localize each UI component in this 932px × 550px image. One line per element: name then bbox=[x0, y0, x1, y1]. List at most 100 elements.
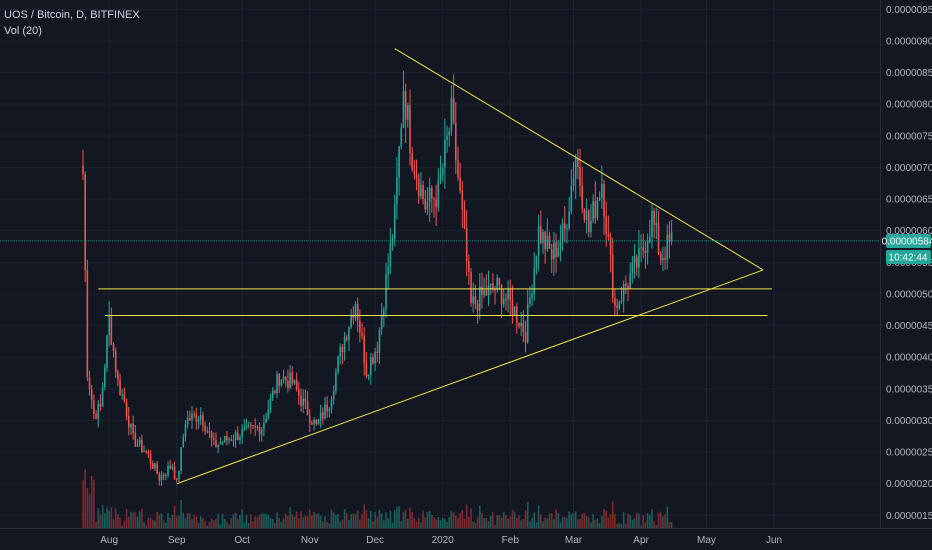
volume-bar bbox=[154, 520, 156, 528]
volume-bar bbox=[117, 514, 119, 528]
volume-bar bbox=[130, 511, 132, 528]
chart-title[interactable]: UOS / Bitcoin, D, BITFINEX bbox=[4, 9, 140, 21]
volume-bar bbox=[441, 517, 444, 528]
volume-bar bbox=[509, 516, 512, 528]
candle-body bbox=[587, 210, 590, 233]
candle-body bbox=[662, 258, 664, 261]
candle-body bbox=[335, 372, 337, 392]
candle-body bbox=[302, 398, 304, 406]
candle-body bbox=[276, 374, 278, 393]
volume-bar bbox=[413, 518, 416, 528]
volume-bar bbox=[555, 509, 557, 528]
volume-bar bbox=[178, 515, 180, 528]
volume-bar bbox=[516, 517, 518, 528]
candle-body bbox=[468, 261, 470, 272]
candle-body bbox=[450, 98, 453, 132]
volume-bar bbox=[422, 510, 424, 528]
volume-bar bbox=[594, 519, 597, 528]
volume-bar bbox=[553, 519, 555, 528]
volume-bar bbox=[372, 521, 374, 528]
candle-body bbox=[618, 302, 621, 308]
candle-body bbox=[524, 331, 527, 343]
candle-body bbox=[507, 289, 509, 300]
volume-bar bbox=[184, 517, 187, 528]
volume-bar bbox=[332, 512, 335, 528]
candle-body bbox=[267, 409, 270, 419]
candle-body bbox=[258, 427, 261, 435]
volume-bar bbox=[609, 514, 612, 528]
volume-bar bbox=[339, 521, 342, 528]
volume-bar bbox=[352, 513, 355, 528]
volume-bar bbox=[561, 517, 564, 528]
volume-bar bbox=[93, 479, 95, 528]
candle-body bbox=[644, 250, 647, 254]
time-tick-label: Nov bbox=[301, 535, 319, 546]
volume-bar bbox=[232, 514, 235, 528]
candle-body bbox=[540, 225, 542, 243]
volume-bar bbox=[160, 513, 163, 528]
candle-body bbox=[513, 306, 516, 316]
candle-body bbox=[550, 248, 553, 259]
volume-bar bbox=[472, 521, 475, 528]
trend-drawings[interactable] bbox=[0, 48, 880, 485]
candle-body bbox=[112, 344, 115, 351]
candle-body bbox=[95, 414, 97, 419]
volume-bar bbox=[657, 513, 660, 528]
volume-bar bbox=[230, 518, 233, 528]
time-tick-label: Sep bbox=[168, 535, 186, 546]
candle-body bbox=[108, 315, 110, 336]
volume-bar bbox=[110, 507, 113, 528]
volume-bar bbox=[156, 511, 158, 528]
trend-line[interactable] bbox=[394, 48, 764, 271]
trend-line[interactable] bbox=[176, 269, 764, 485]
time-tick-label: Mar bbox=[565, 535, 583, 546]
volume-bar bbox=[587, 516, 590, 528]
candle-body bbox=[247, 424, 250, 426]
volume-bar bbox=[217, 513, 219, 528]
candle-body bbox=[561, 223, 564, 242]
volume-bar bbox=[88, 494, 91, 528]
candle-body bbox=[433, 198, 435, 200]
volume-bar bbox=[620, 524, 623, 528]
candle-body bbox=[614, 297, 616, 306]
volume-bar bbox=[197, 522, 200, 528]
volume-bar bbox=[537, 505, 540, 528]
volume-bar bbox=[180, 499, 182, 528]
volume-bar bbox=[557, 512, 560, 528]
candle-body bbox=[339, 347, 342, 358]
candle-body bbox=[348, 327, 350, 340]
volume-bar bbox=[186, 513, 189, 528]
volume-bar bbox=[383, 520, 385, 528]
time-axis[interactable]: Aug Sep Oct Nov Dec 2020 Feb Mar Apr May Jun bbox=[100, 535, 782, 546]
volume-bar bbox=[306, 516, 309, 528]
candle-body bbox=[110, 315, 113, 345]
candle-body bbox=[162, 474, 165, 476]
volume-indicator-label[interactable]: Vol (20) bbox=[4, 25, 42, 37]
volume-bar bbox=[311, 515, 313, 528]
volume-bar bbox=[86, 487, 89, 528]
candle-body bbox=[585, 210, 588, 220]
candle-body bbox=[195, 414, 198, 422]
candle-body bbox=[180, 447, 182, 471]
candle-body bbox=[563, 223, 566, 229]
candle-body bbox=[269, 398, 272, 410]
candle-body bbox=[380, 314, 383, 330]
candle-body bbox=[472, 296, 475, 304]
candle-body bbox=[533, 267, 536, 294]
volume-bar bbox=[511, 509, 514, 528]
candle-body bbox=[396, 177, 398, 205]
volume-bar bbox=[365, 510, 368, 528]
volume-bar bbox=[468, 516, 470, 528]
volume-bar bbox=[380, 513, 383, 528]
candle-body bbox=[199, 414, 202, 420]
volume-bar bbox=[446, 521, 448, 528]
candle-body bbox=[359, 320, 361, 333]
candle-body bbox=[356, 303, 359, 321]
candle-body bbox=[121, 394, 124, 396]
candle-body bbox=[184, 424, 187, 437]
